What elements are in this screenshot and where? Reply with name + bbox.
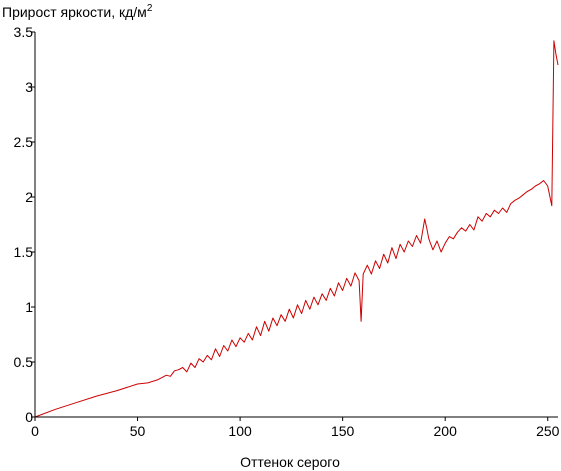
y-tick-label: 0.5 (14, 354, 34, 370)
x-axis-title: Оттенок серого (240, 454, 340, 470)
x-tick-label: 200 (434, 423, 458, 439)
y-tick-label: 2.5 (14, 134, 34, 150)
x-tick-label: 50 (130, 423, 146, 439)
x-tick-label: 100 (228, 423, 252, 439)
x-tick-label: 0 (31, 423, 39, 439)
y-axis-title-text: Прирост яркости, кд/м (2, 4, 147, 20)
y-tick-label: 1 (25, 299, 33, 315)
y-tick-label: 1.5 (14, 244, 34, 260)
y-tick-label: 3 (25, 79, 33, 95)
y-axis-title-superscript: 2 (147, 3, 153, 14)
y-tick-label: 0 (25, 409, 33, 425)
y-axis: 0 0.5 1 1.5 2 2.5 3 3.5 (14, 24, 36, 425)
y-axis-title: Прирост яркости, кд/м2 (2, 3, 153, 20)
x-tick-label: 150 (331, 423, 355, 439)
series-line (34, 40, 559, 418)
y-tick-label: 2 (25, 189, 33, 205)
x-tick-label: 250 (536, 423, 560, 439)
y-tick-label: 3.5 (14, 24, 34, 40)
x-axis: 0 50 100 150 200 250 (31, 416, 560, 439)
plot-area (34, 40, 559, 418)
